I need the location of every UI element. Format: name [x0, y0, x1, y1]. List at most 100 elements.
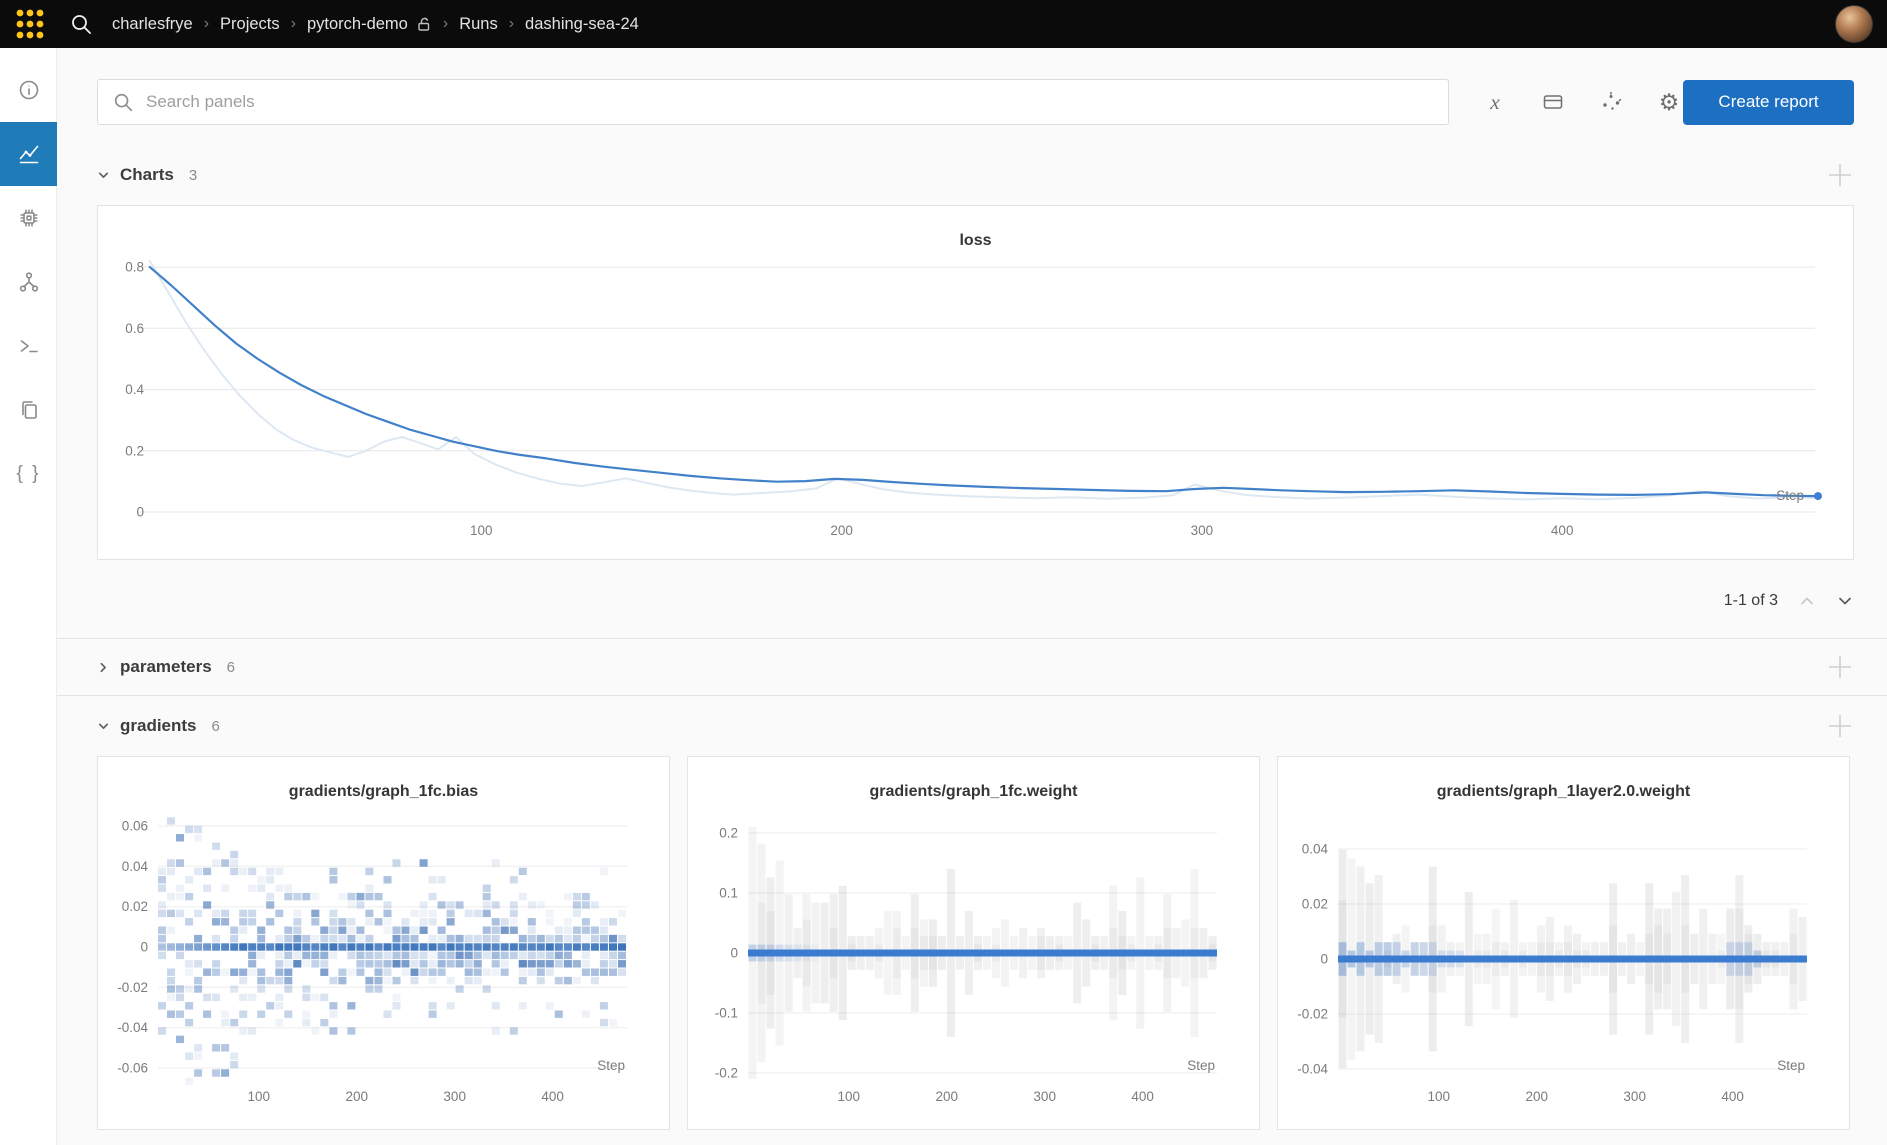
- chevron-down-icon[interactable]: [97, 169, 110, 182]
- add-panel-button[interactable]: [1826, 653, 1854, 681]
- loss-chart: 0 0.2 0.4 0.6 0.8 100 200 300 400 Step: [125, 260, 1822, 538]
- svg-text:-0.2: -0.2: [715, 1066, 738, 1081]
- top-navigation-bar: charlesfrye › Projects › pytorch-demo › Runs › d…: [0, 0, 1887, 48]
- sidebar-item-logs[interactable]: [0, 314, 57, 378]
- pagination-label: 1-1 of 3: [1723, 592, 1778, 609]
- add-panel-button[interactable]: [1826, 712, 1854, 740]
- svg-text:Step: Step: [1187, 1058, 1215, 1073]
- svg-text:-0.02: -0.02: [1297, 1007, 1328, 1022]
- info-icon: [19, 80, 38, 100]
- breadcrumb-item[interactable]: dashing-sea-24: [525, 14, 639, 33]
- svg-text:Step: Step: [1777, 1058, 1805, 1073]
- sidebar-item-overview[interactable]: [0, 58, 57, 122]
- svg-text:300: 300: [1623, 1089, 1646, 1104]
- svg-text:0.6: 0.6: [125, 321, 144, 336]
- section-title-gradients[interactable]: gradients: [120, 716, 197, 735]
- toolbar-icon-group: x ⚙: [1481, 88, 1683, 116]
- global-search-icon[interactable]: [66, 9, 96, 39]
- chip-icon: [19, 209, 38, 227]
- section-title-charts[interactable]: Charts: [120, 165, 174, 184]
- plus-icon: [1829, 656, 1851, 678]
- page-up-icon[interactable]: [1798, 592, 1816, 610]
- chart-title: gradients/graph_1fc.weight: [869, 783, 1078, 800]
- svg-text:400: 400: [1721, 1089, 1744, 1104]
- chevron-right-icon[interactable]: [97, 661, 110, 674]
- sidebar-item-config[interactable]: { }: [0, 442, 57, 506]
- section-count-charts: 3: [188, 166, 198, 184]
- sidebar-item-system[interactable]: [0, 186, 57, 250]
- sidebar-item-files[interactable]: [0, 378, 57, 442]
- search-icon: [114, 93, 133, 112]
- page-down-icon[interactable]: [1836, 592, 1854, 610]
- svg-text:100: 100: [1428, 1089, 1451, 1104]
- sidebar-item-model[interactable]: [0, 250, 57, 314]
- braces-icon: { }: [16, 463, 41, 484]
- breadcrumb-item[interactable]: pytorch-demo: [306, 14, 408, 33]
- svg-text:-0.06: -0.06: [117, 1061, 148, 1076]
- add-panel-button[interactable]: [1826, 161, 1854, 189]
- chevron-down-icon[interactable]: [97, 720, 110, 733]
- chart-title: gradients/graph_1fc.bias: [288, 783, 479, 800]
- latex-toggle-button[interactable]: x: [1481, 88, 1509, 116]
- breadcrumb-separator: ›: [442, 15, 449, 32]
- model-graph-icon: [19, 272, 38, 292]
- breadcrumb-separator: ›: [508, 15, 515, 32]
- breadcrumb-separator: ›: [290, 15, 296, 32]
- svg-text:-0.04: -0.04: [1297, 1062, 1328, 1077]
- left-nav-sidebar: { }: [0, 48, 57, 1145]
- plus-icon: [1829, 164, 1851, 186]
- svg-text:0.2: 0.2: [125, 443, 144, 458]
- gradient-heatmap: 0.06 0.04 0.02 0 -0.02 -0.04 -0.06 100 200 300 400…: [117, 817, 627, 1104]
- svg-text:0: 0: [136, 505, 144, 520]
- chart-title: gradients/graph_1layer2.0.weight: [1436, 783, 1691, 800]
- svg-text:0.06: 0.06: [122, 819, 148, 834]
- panel-layout-button[interactable]: [1539, 88, 1567, 116]
- gradient-heatmap-panel[interactable]: gradients/graph_1fc.weight 0.2 0.1 0 -0.1 -0…: [687, 756, 1260, 1130]
- svg-text:400: 400: [541, 1089, 564, 1104]
- search-panels-input[interactable]: [146, 92, 1435, 112]
- chart-title: loss: [959, 232, 992, 249]
- search-panels-box[interactable]: [97, 79, 1450, 125]
- unlock-icon: [418, 17, 430, 31]
- avatar[interactable]: [1835, 5, 1873, 43]
- svg-text:200: 200: [830, 523, 853, 538]
- section-title-parameters[interactable]: parameters: [120, 657, 212, 676]
- section-parameters-header: parameters 6: [57, 638, 1887, 696]
- create-report-button[interactable]: Create report: [1683, 79, 1854, 125]
- svg-text:100: 100: [470, 523, 493, 538]
- latex-icon: x: [1490, 89, 1500, 114]
- svg-text:300: 300: [443, 1089, 466, 1104]
- svg-text:100: 100: [248, 1089, 271, 1104]
- svg-text:300: 300: [1033, 1089, 1056, 1104]
- wandb-logo[interactable]: [12, 6, 48, 42]
- svg-text:200: 200: [1526, 1089, 1549, 1104]
- breadcrumb-item[interactable]: Projects: [220, 14, 280, 33]
- gradient-heatmap: 0.04 0.02 0 -0.02 -0.04 100 200 300 400 Step: [1297, 842, 1807, 1104]
- gradient-heatmap-panel[interactable]: gradients/graph_1fc.bias 0.06 0.04 0.02 0 -0…: [97, 756, 670, 1130]
- svg-text:-0.04: -0.04: [117, 1020, 148, 1035]
- svg-text:-0.02: -0.02: [117, 980, 148, 995]
- main-content: x ⚙ Create report Charts 3: [57, 48, 1887, 1145]
- svg-text:100: 100: [838, 1089, 861, 1104]
- svg-text:300: 300: [1191, 523, 1214, 538]
- gradient-heatmap: 0.2 0.1 0 -0.1 -0.2 100 200 300 400 Step: [715, 826, 1217, 1104]
- svg-text:Step: Step: [597, 1058, 625, 1073]
- breadcrumb: charlesfrye › Projects › pytorch-demo › Runs › d…: [112, 15, 639, 34]
- section-gradients-header: gradients 6: [97, 712, 1854, 740]
- svg-text:0: 0: [140, 940, 148, 955]
- breadcrumb-item[interactable]: Runs: [459, 14, 498, 33]
- sidebar-item-charts[interactable]: [0, 122, 57, 186]
- svg-text:0.1: 0.1: [719, 886, 738, 901]
- plus-icon: [1829, 715, 1851, 737]
- gradient-heatmap-panel[interactable]: gradients/graph_1layer2.0.weight 0.04 0.0…: [1277, 756, 1850, 1130]
- svg-text:200: 200: [346, 1089, 369, 1104]
- svg-text:0.2: 0.2: [719, 826, 738, 841]
- svg-text:0.02: 0.02: [1302, 897, 1328, 912]
- loss-chart-panel[interactable]: loss 0 0.2 0.4 0.6 0.8 100 200 300 400 Step: [97, 205, 1854, 560]
- svg-text:Step: Step: [1776, 488, 1804, 503]
- settings-button[interactable]: ⚙: [1655, 88, 1683, 116]
- breadcrumb-item[interactable]: charlesfrye: [112, 14, 193, 33]
- svg-text:200: 200: [936, 1089, 959, 1104]
- sparkle-button[interactable]: [1597, 88, 1625, 116]
- files-icon: [21, 401, 37, 419]
